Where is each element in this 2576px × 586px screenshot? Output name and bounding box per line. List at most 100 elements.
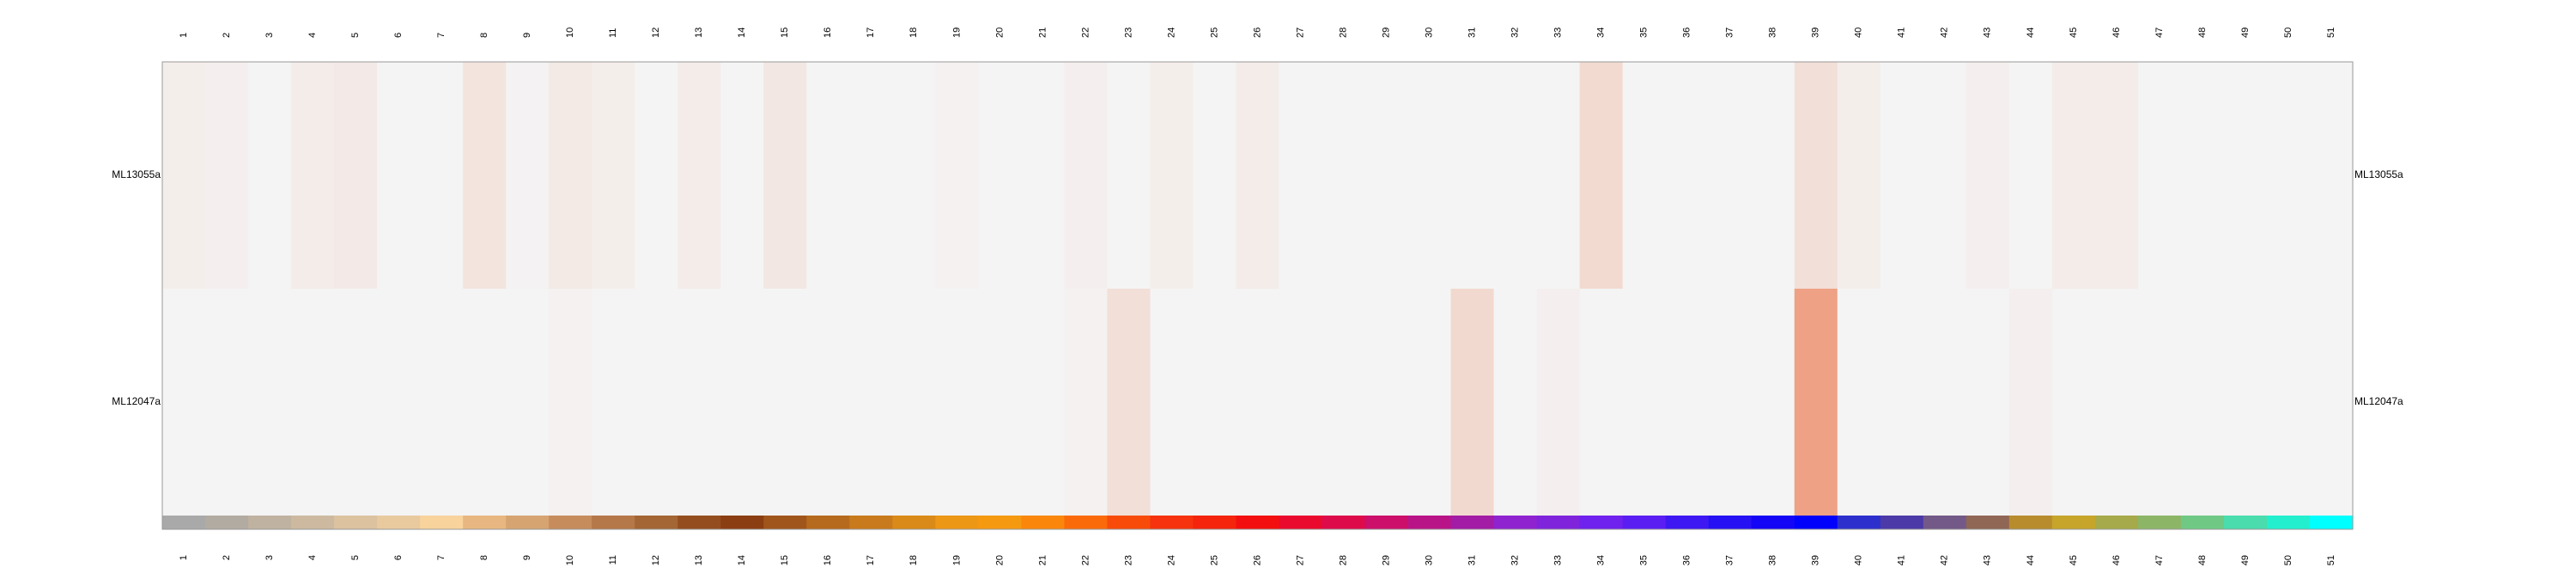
color-bar-segment [2309, 516, 2354, 529]
heatmap-cell [935, 289, 979, 516]
column-label-bottom: 11 [608, 555, 618, 565]
column-label-top: 12 [651, 27, 661, 38]
column-label-bottom: 14 [737, 555, 747, 565]
column-label-top: 38 [1768, 27, 1778, 38]
color-bar-segment [205, 516, 249, 529]
column-label-bottom: 13 [694, 555, 704, 565]
heatmap-cell [1665, 289, 1710, 516]
heatmap-cell [677, 62, 721, 290]
column-label-top: 50 [2283, 27, 2293, 38]
heatmap-cell [1193, 289, 1237, 516]
column-label-bottom: 18 [908, 555, 919, 565]
column-label-top: 22 [1080, 27, 1091, 38]
heatmap-cell [2266, 62, 2311, 290]
heatmap-cell [849, 62, 893, 290]
heatmap-cell [763, 289, 807, 516]
color-bar-segment [420, 516, 464, 529]
heatmap-cell [1708, 62, 1753, 290]
column-label-bottom: 45 [2069, 555, 2079, 565]
color-bar-segment [1880, 516, 1924, 529]
heatmap-cell [334, 62, 378, 290]
heatmap-cell [1536, 62, 1581, 290]
heatmap-cell [1064, 62, 1109, 290]
right-row-labels: ML13055a ML12047a [2354, 168, 2403, 407]
column-label-bottom: 40 [1854, 555, 1864, 565]
column-label-bottom: 4 [307, 555, 318, 560]
heatmap-cell [334, 289, 378, 516]
column-label-bottom: 19 [951, 555, 962, 565]
color-bar-segment [1794, 516, 1838, 529]
heatmap-cell [1708, 289, 1753, 516]
column-label-top: 48 [2197, 27, 2208, 38]
color-bar-segment [549, 516, 592, 529]
color-bar-segment [2223, 516, 2268, 529]
heatmap-cell [1193, 62, 1237, 290]
column-label-top: 4 [307, 33, 318, 38]
column-label-bottom: 7 [436, 555, 447, 560]
heatmap-cell [1837, 289, 1881, 516]
heatmap-cell [1837, 62, 1881, 290]
column-label-bottom: 8 [479, 555, 489, 560]
color-bar-segment [334, 516, 378, 529]
heatmap-cell [2051, 289, 2096, 516]
heatmap-cell [1279, 289, 1323, 516]
column-label-bottom: 41 [1897, 555, 1907, 565]
column-label-top: 2 [222, 33, 232, 38]
row-label-right: ML13055a [2354, 168, 2403, 180]
heatmap-cell [1064, 289, 1109, 516]
heatmap-cell [2180, 62, 2225, 290]
column-label-top: 15 [780, 27, 790, 38]
column-label-top: 45 [2069, 27, 2079, 38]
column-label-top: 37 [1725, 27, 1735, 38]
heatmap-cell [1021, 62, 1066, 290]
color-bar-segment [291, 516, 335, 529]
heatmap-cell [1321, 289, 1366, 516]
column-label-top: 18 [908, 27, 919, 38]
column-label-bottom: 38 [1768, 555, 1778, 565]
column-label-top: 25 [1209, 27, 1219, 38]
heatmap-cell [1579, 289, 1624, 516]
heatmap-cell [1450, 289, 1495, 516]
column-label-top: 3 [264, 33, 275, 38]
heatmap-cell [2051, 62, 2096, 290]
color-bar-segment [1193, 516, 1237, 529]
heatmap-cell [592, 62, 635, 290]
color-bar-segment [2137, 516, 2182, 529]
heatmap-cell [463, 62, 507, 290]
color-bar-segment [1321, 516, 1366, 529]
column-label-top: 16 [823, 27, 833, 38]
heatmap-cell [1493, 62, 1538, 290]
column-label-bottom: 51 [2326, 555, 2336, 565]
column-label-top: 11 [608, 28, 618, 38]
color-bar-segment [1708, 516, 1753, 529]
column-label-top: 17 [866, 27, 876, 38]
heatmap-cell [463, 289, 507, 516]
column-label-top: 47 [2154, 27, 2165, 38]
color-bar-segment [635, 516, 678, 529]
color-bar-segment [377, 516, 421, 529]
column-label-bottom: 23 [1123, 555, 1133, 565]
column-label-top: 23 [1123, 27, 1133, 38]
heatmap-cell [1450, 62, 1495, 290]
column-label-bottom: 35 [1639, 555, 1649, 565]
color-bar-segment [1493, 516, 1538, 529]
heatmap-cell [1150, 62, 1194, 290]
column-label-top: 26 [1252, 27, 1262, 38]
heatmap-cell [763, 62, 807, 290]
column-label-bottom: 49 [2240, 555, 2251, 565]
heatmap-border [161, 61, 2354, 530]
column-label-top: 28 [1338, 27, 1348, 38]
column-label-bottom: 29 [1381, 555, 1391, 565]
column-label-top: 5 [350, 33, 361, 38]
heatmap-cell [1021, 289, 1066, 516]
column-label-bottom: 1 [179, 555, 189, 560]
heatmap-cell [506, 289, 550, 516]
color-bar-segment [935, 516, 979, 529]
column-label-bottom: 6 [393, 555, 404, 560]
color-bar-segment [2008, 516, 2053, 529]
heatmap-cell [420, 289, 464, 516]
column-label-bottom: 26 [1252, 555, 1262, 565]
column-label-bottom: 17 [866, 555, 876, 565]
color-bar-segment [1279, 516, 1323, 529]
